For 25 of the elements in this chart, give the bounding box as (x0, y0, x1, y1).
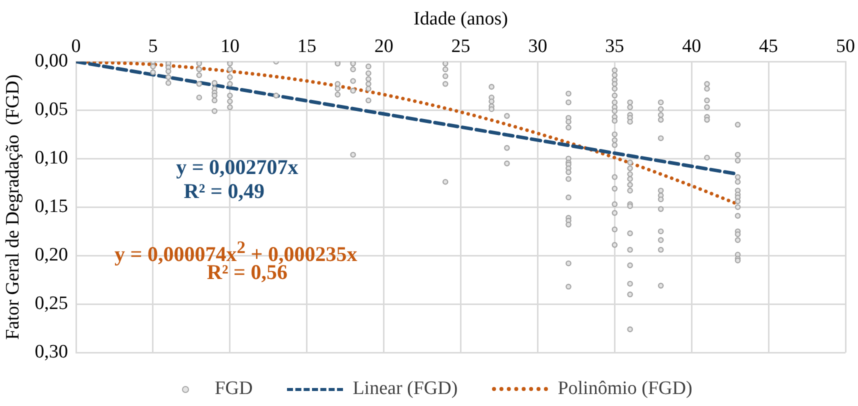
annotation: y = 0,002707x (176, 155, 298, 180)
legend-label: Linear (FGD) (352, 378, 458, 400)
x-tick-label: 0 (71, 36, 81, 58)
x-tick-label: 5 (148, 36, 158, 58)
y-tick-label: 0,20 (34, 244, 68, 266)
x-tick-label: 30 (528, 36, 548, 58)
x-tick-label: 35 (605, 36, 624, 58)
y-tick-label: 0,30 (34, 342, 68, 363)
legend-label: FGD (214, 378, 253, 400)
x-tick-label: 15 (297, 36, 316, 58)
x-tick-label: 10 (220, 36, 240, 58)
x-tick-label: 50 (836, 36, 855, 58)
x-tick-label: 45 (759, 36, 778, 58)
y-axis-title: Fator Geral de Degradação (FGD) (2, 74, 24, 340)
x-tick-label: 25 (451, 36, 470, 58)
x-tick-label: 20 (374, 36, 394, 58)
legend-label: Polinômio (FGD) (558, 378, 692, 400)
x-tick-label: 40 (682, 36, 702, 58)
y-tick-label: 0,15 (34, 196, 68, 218)
y-tick-label: 0,00 (34, 50, 68, 72)
annotation: R² = 0,49 (184, 178, 264, 204)
x-axis-title: Idade (anos) (414, 8, 508, 30)
y-tick-label: 0,25 (34, 293, 68, 314)
y-tick-label: 0,05 (34, 99, 68, 120)
y-tick-label: 0,10 (34, 148, 68, 169)
